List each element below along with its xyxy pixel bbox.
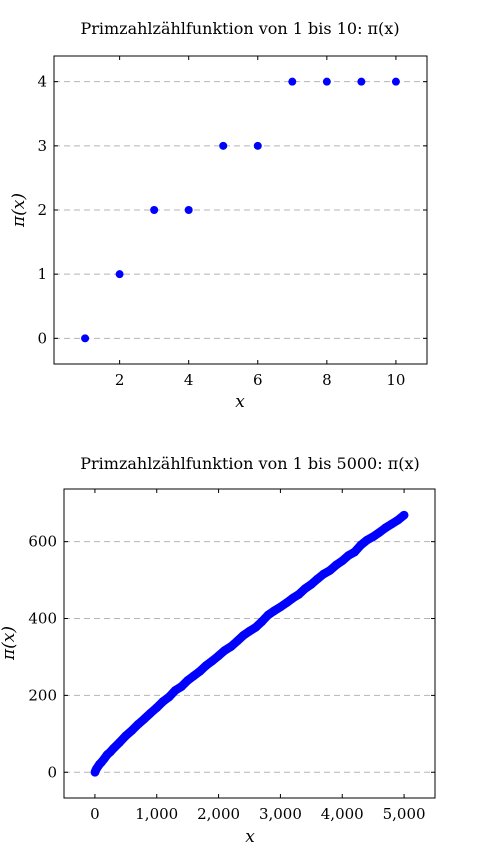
chart-2-data-point [177,682,186,691]
chart-2-data-point [276,602,285,612]
chart-2-data-point [282,598,291,608]
chart-2-data-point [368,532,378,541]
chart-2-data-point [146,708,155,718]
chart-1-x-tick-label: 2 [115,371,125,389]
chart-2-data-point [140,714,149,724]
chart-2-data-point [399,510,409,520]
chart-1-y-tick-label: 4 [37,73,47,91]
chart-2-data-point [331,560,341,570]
chart-1-data-point [288,77,297,86]
chart-2-data-point [375,528,384,537]
chart-2-data-point [214,651,223,661]
chart-2-data-point [201,661,211,670]
chart-2-data-point [393,515,403,525]
chart-2-data-point [133,719,143,729]
chart-2-data-point [121,731,131,741]
chart-1-title: Primzahlzählfunktion von 1 bis 10: π(x) [80,19,399,38]
chart-1-x-tick-label: 10 [386,371,405,389]
chart-1-x-axis-label: x [235,392,245,412]
chart-2-data-point [337,556,347,566]
chart-1-data-point [150,206,159,214]
chart-2-x-tick-label: 4,000 [321,805,364,823]
chart-1-y-tick-label: 1 [37,265,47,283]
chart-1-data-point [115,270,124,279]
chart-2-x-tick-label: 2,000 [197,805,240,823]
chart-2-data-point [220,646,230,655]
chart-2-data-point [208,656,217,666]
chart-1-data-point [219,141,228,150]
chart-1-data-point [391,77,400,86]
chart-2-data-point [226,642,236,651]
chart-2-data-point [350,547,359,557]
chart-1-data-point [253,141,262,150]
chart-2: Primzahlzählfunktion von 1 bis 5000: π(x… [0,454,436,847]
chart-2-data-point [189,671,199,681]
chart-2-data-point [115,737,124,747]
chart-2-data-point [313,574,322,584]
chart-2-data-point [158,697,168,706]
chart-2-data-point [257,617,267,626]
chart-1: Primzahlzählfunktion von 1 bis 10: π(x) … [9,19,428,412]
chart-1-y-axis-label: π(x) [9,193,29,228]
chart-2-data-point [127,726,137,735]
chart-1-data-point [322,77,331,86]
chart-2-plot-frame [63,488,436,799]
chart-1-x-tick-label: 8 [322,371,332,389]
chart-2-data-point [269,606,279,616]
chart-2-data-point [183,676,192,685]
chart-2-data-point [356,540,366,550]
chart-2-data-point [288,593,298,603]
chart-2-data-point [195,666,205,676]
chart-2-y-axis-label: π(x) [0,626,19,661]
chart-2-data-point [300,584,310,593]
chart-2-data-point [294,590,304,599]
chart-2-data-point [245,626,254,636]
chart-2-y-tick-label: 600 [28,533,57,551]
chart-2-data-point [307,580,316,589]
chart-2-data-point [381,523,390,533]
chart-2-y-tick-label: 400 [28,610,57,628]
chart-2-x-tick-label: 1,000 [135,805,178,823]
chart-2-x-tick-label: 3,000 [259,805,302,823]
chart-2-data-point [239,631,248,640]
chart-1-x-tick-label: 4 [184,371,194,389]
chart-1-data-point [184,206,193,214]
chart-2-data-point [263,610,273,620]
chart-1-y-tick-label: 2 [37,201,47,219]
chart-2-title: Primzahlzählfunktion von 1 bis 5000: π(x… [80,454,419,473]
chart-2-x-axis-label: x [245,827,255,847]
chart-2-data-point [171,686,180,695]
chart-1-data-point [357,77,366,86]
chart-2-data-point [152,703,162,712]
chart-2-data-point [164,692,174,702]
chart-1-x-tick-label: 6 [253,371,263,389]
chart-2-x-tick-label: 0 [90,805,100,823]
chart-2-data-point [251,623,260,632]
chart-1-data-point [81,334,90,343]
chart-2-y-tick-label: 0 [47,763,57,781]
chart-2-data-point [109,744,118,753]
chart-2-data-point [232,636,242,646]
chart-1-y-tick-label: 3 [37,137,47,155]
chart-2-data-point [387,519,397,529]
chart-1-plot-frame [53,55,428,365]
chart-2-x-tick-label: 5,000 [383,805,426,823]
chart-1-y-tick-label: 0 [37,329,47,347]
chart-2-data-point [325,566,335,575]
chart-2-y-tick-label: 200 [28,686,57,704]
